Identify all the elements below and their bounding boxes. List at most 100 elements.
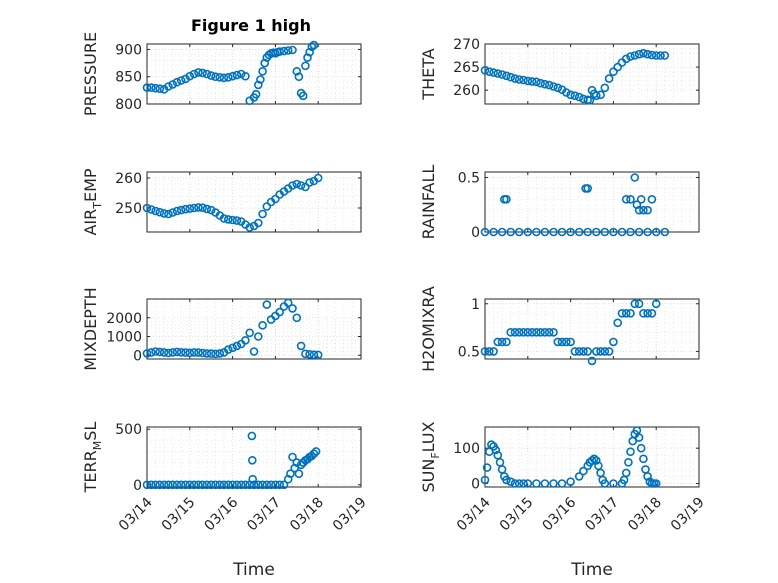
data-point — [189, 348, 199, 357]
data-point — [557, 227, 567, 237]
data-point — [566, 477, 575, 487]
x-tick-label: 03/17 — [582, 494, 622, 534]
data-point — [647, 50, 657, 60]
data-points — [142, 298, 323, 360]
axes-frame — [146, 43, 362, 105]
subplot-5: 0 1000 2000 MIXDEPTH — [81, 287, 362, 371]
data-point — [634, 299, 644, 309]
axes-frame — [484, 426, 700, 488]
data-point — [176, 480, 186, 490]
data-point — [202, 349, 212, 358]
data-point — [621, 54, 631, 64]
data-point — [514, 75, 524, 84]
data-point — [484, 347, 494, 356]
data-point — [643, 227, 652, 237]
data-points — [142, 173, 323, 232]
data-point — [164, 82, 173, 91]
data-point — [275, 480, 285, 490]
data-point — [540, 79, 550, 89]
data-point — [532, 479, 541, 488]
data-point — [159, 480, 169, 490]
data-point — [292, 179, 302, 189]
data-point — [596, 468, 605, 478]
data-point — [579, 466, 588, 476]
data-point — [566, 227, 575, 237]
data-point — [630, 299, 640, 309]
data-point — [639, 308, 648, 318]
data-point — [262, 300, 272, 309]
data-point — [506, 477, 516, 487]
y-tick-label: 900 — [115, 42, 142, 58]
data-point — [301, 61, 310, 71]
figure-title: Figure 1 high — [191, 16, 311, 35]
data-point — [142, 349, 152, 358]
data-points — [480, 299, 661, 366]
data-point — [636, 443, 646, 453]
data-point — [634, 49, 644, 59]
data-point — [311, 447, 321, 456]
data-point — [181, 480, 190, 490]
data-point — [480, 475, 490, 485]
data-point — [198, 203, 207, 212]
x-tick-label: 03/18 — [625, 494, 665, 534]
data-point — [168, 480, 177, 490]
data-points — [480, 426, 661, 488]
data-point — [493, 337, 503, 347]
x-tick-label: 03/18 — [287, 494, 327, 534]
data-point — [176, 205, 186, 215]
data-point — [643, 308, 652, 318]
data-point — [279, 480, 289, 490]
y-axis-label: H2OMIXRA — [419, 286, 438, 372]
x-axis-label: Time — [232, 560, 275, 580]
data-point — [624, 457, 633, 467]
data-point — [159, 209, 169, 218]
data-point — [617, 308, 627, 318]
data-point — [189, 69, 199, 79]
data-point — [262, 202, 272, 211]
data-point — [527, 327, 537, 337]
data-point — [303, 53, 312, 62]
x-tick-label: 03/16 — [202, 494, 242, 534]
y-tick-label: 1 — [471, 297, 480, 313]
data-point — [298, 91, 308, 101]
data-point — [626, 308, 635, 318]
y-tick-label: 0 — [133, 348, 142, 364]
data-point — [275, 307, 285, 317]
data-point — [600, 347, 610, 356]
data-point — [549, 479, 558, 488]
data-point — [219, 480, 229, 490]
data-point — [626, 227, 635, 237]
data-point — [288, 304, 297, 313]
data-point — [510, 479, 520, 488]
data-point — [258, 320, 267, 330]
data-point — [480, 227, 490, 237]
data-points — [142, 431, 321, 490]
data-point — [497, 337, 507, 347]
data-point — [224, 73, 233, 82]
data-point — [514, 327, 524, 337]
data-point — [497, 70, 507, 79]
data-point — [168, 348, 177, 357]
data-point — [294, 72, 304, 81]
y-tick-label: 265 — [453, 60, 480, 76]
data-point — [232, 341, 242, 351]
data-point — [557, 337, 567, 347]
data-point — [549, 82, 558, 91]
data-point — [256, 75, 265, 84]
data-point — [296, 341, 306, 351]
data-point — [305, 178, 314, 187]
x-tick-label: 03/15 — [497, 494, 537, 534]
data-point — [206, 205, 216, 215]
data-point — [540, 327, 550, 337]
data-point — [236, 69, 246, 79]
data-point — [583, 184, 593, 193]
data-point — [585, 96, 595, 105]
data-point — [596, 90, 605, 100]
data-point — [609, 67, 618, 76]
data-point — [245, 223, 254, 232]
data-point — [583, 227, 593, 237]
data-point — [596, 347, 605, 356]
subplot-8: 0 100 03/14 03/15 03/16 03/17 03/18 03/19 Time SU… — [419, 421, 708, 580]
data-point — [206, 349, 216, 358]
data-point — [194, 68, 203, 77]
